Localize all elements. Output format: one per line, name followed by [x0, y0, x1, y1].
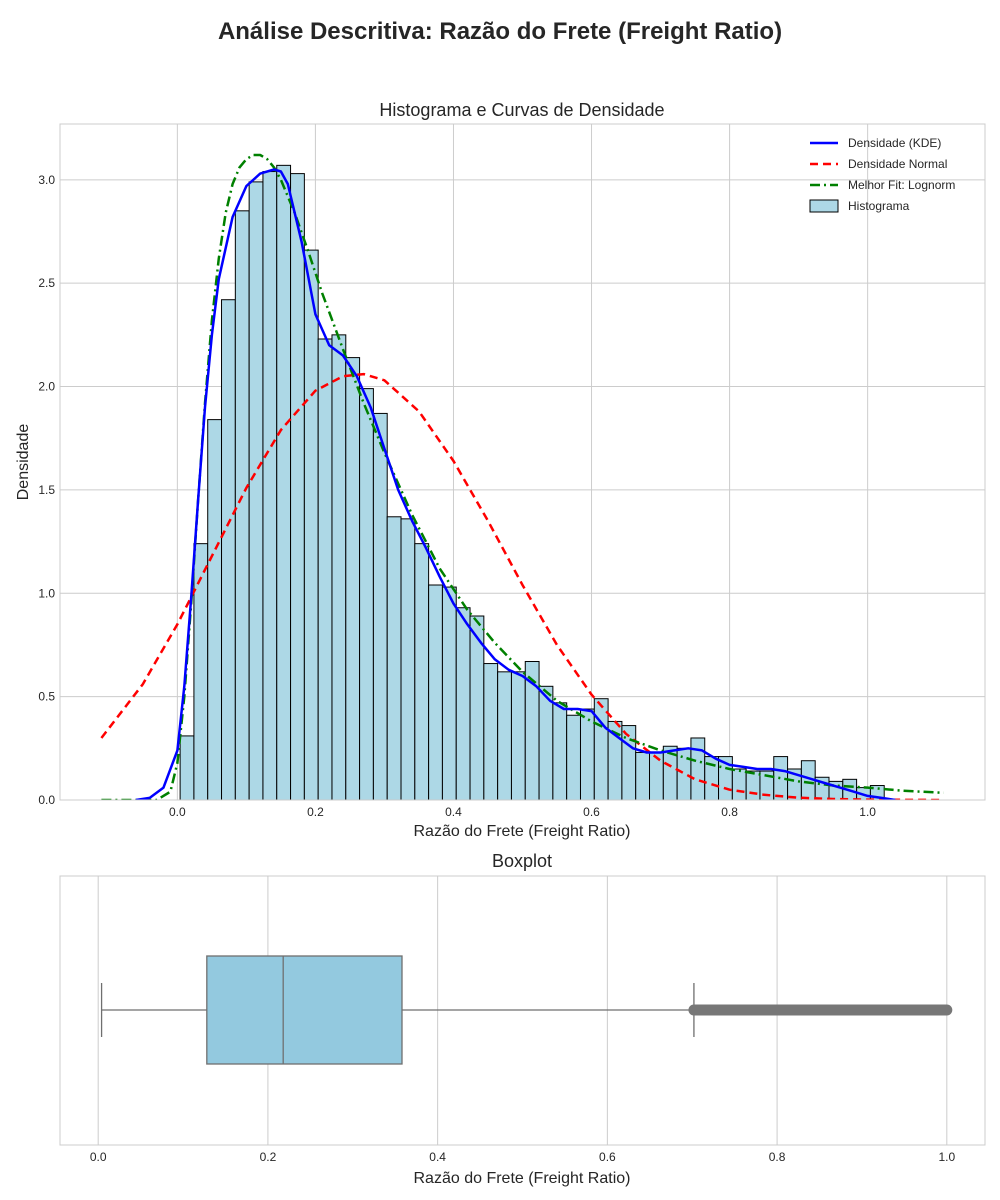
histogram-bar [303, 249, 319, 800]
histogram-bar [538, 685, 554, 800]
legend-label: Melhor Fit: Lognorm [848, 178, 955, 192]
histogram-bar [497, 671, 512, 800]
x-tick-label: 0.4 [445, 805, 462, 819]
histogram-bar [552, 702, 568, 800]
histogram-y-ticks: 0.0 0.5 1.0 1.5 2.0 2.5 3.0 [38, 173, 55, 807]
histogram-bar [179, 735, 195, 800]
boxplot-x-axis-label: Razão do Frete (Freight Ratio) [414, 1170, 631, 1187]
legend-label: Histograma [848, 199, 910, 213]
boxplot-title: Boxplot [492, 851, 552, 871]
histogram-bar [331, 334, 347, 800]
histogram-title: Histograma e Curvas de Densidade [379, 100, 664, 120]
x-tick-label: 0.6 [599, 1150, 616, 1164]
x-tick-label: 0.2 [307, 805, 324, 819]
x-tick-label: 0.4 [429, 1150, 446, 1164]
histogram-bar [276, 164, 292, 800]
histogram-bar [428, 584, 443, 800]
histogram-bars [179, 164, 885, 800]
y-tick-label: 0.5 [38, 690, 55, 704]
x-tick-label: 1.0 [938, 1150, 955, 1164]
density-curves [100, 153, 944, 800]
boxplot-shapes [100, 955, 953, 1065]
histogram-bar [372, 412, 388, 800]
y-tick-label: 1.0 [38, 586, 55, 600]
histogram-bar [566, 714, 581, 800]
legend-swatch [809, 199, 839, 213]
histogram-bar [234, 210, 250, 800]
histogram-bar [359, 388, 374, 800]
histogram-bar [579, 708, 595, 800]
histogram-y-axis-label: Densidade [15, 424, 32, 501]
histogram-bar [345, 357, 361, 800]
histogram-bar [455, 607, 471, 800]
boxplot-panel: Boxplot 0.0 0.2 0.4 0.6 0.8 1.0 Razão do Fret… [59, 851, 986, 1187]
histogram-bar [649, 751, 664, 800]
y-tick-label: 2.5 [38, 276, 55, 290]
histogram-bar [290, 173, 305, 800]
y-tick-label: 2.0 [38, 380, 55, 394]
histogram-bar [635, 751, 651, 800]
x-tick-label: 0.2 [260, 1150, 277, 1164]
histogram-bar [193, 543, 209, 800]
x-tick-label: 0.8 [721, 805, 738, 819]
histogram-bar [731, 768, 747, 800]
histogram-bar [221, 299, 236, 800]
histogram-x-ticks: 0.0 0.2 0.4 0.6 0.8 1.0 [169, 805, 876, 819]
legend: Densidade (KDE) Densidade Normal Melhor Fi… [809, 136, 955, 213]
x-tick-label: 0.6 [583, 805, 600, 819]
y-tick-label: 3.0 [38, 173, 55, 187]
histogram-bar [593, 698, 609, 800]
histogram-bar [400, 518, 416, 800]
histogram-bar [386, 516, 402, 800]
legend-label: Densidade Normal [848, 157, 947, 171]
histogram-bar [414, 543, 430, 800]
y-tick-label: 0.0 [38, 793, 55, 807]
histogram-bar [510, 671, 526, 800]
histogram-x-axis-label: Razão do Frete (Freight Ratio) [414, 823, 631, 840]
histogram-bar [676, 747, 692, 800]
x-tick-label: 1.0 [859, 805, 876, 819]
histogram-bar [483, 663, 499, 800]
x-tick-label: 0.8 [769, 1150, 786, 1164]
boxplot-frame [59, 875, 986, 1146]
legend-label: Densidade (KDE) [848, 136, 941, 150]
page-title: Análise Descritiva: Razão do Frete (Frei… [217, 18, 783, 45]
histogram-frame [59, 123, 986, 801]
density-curve-solid [135, 168, 896, 800]
y-tick-label: 1.5 [38, 483, 55, 497]
histogram-bar [207, 419, 223, 800]
histogram-bar [262, 171, 278, 800]
histogram-bar [745, 770, 761, 800]
histogram-bar [317, 338, 333, 800]
x-tick-label: 0.0 [90, 1150, 107, 1164]
histogram-bar [690, 737, 706, 800]
boxplot-x-ticks: 0.0 0.2 0.4 0.6 0.8 1.0 [90, 1150, 956, 1164]
interquartile-box [206, 955, 403, 1065]
histogram-bar [441, 586, 457, 800]
histogram-bar [248, 181, 264, 800]
density-curve-dashed [100, 372, 944, 800]
histogram-panel: Histograma e Curvas de Densidade 0.0 0.2 0… [15, 100, 986, 840]
x-tick-label: 0.0 [169, 805, 186, 819]
